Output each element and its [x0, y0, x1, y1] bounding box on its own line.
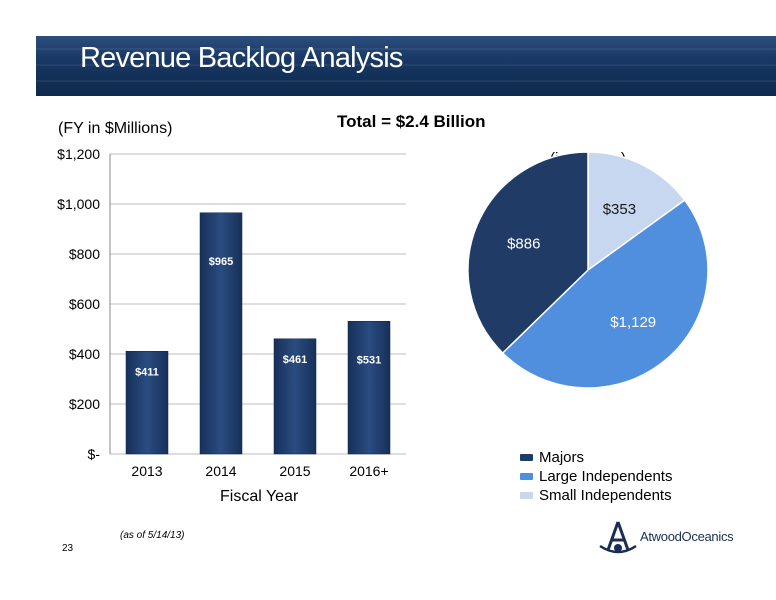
x-tick-label: 2016+: [349, 463, 388, 479]
pie-value-label-small-independents: $353: [603, 201, 636, 218]
company-logo: AtwoodOceanics: [596, 520, 736, 560]
y-tick-label: $800: [69, 246, 100, 262]
pie-value-label-large-independents: $1,129: [610, 314, 656, 331]
as-of-note: (as of 5/14/13): [120, 530, 185, 541]
legend-label-majors: Majors: [539, 449, 585, 466]
bar-2013: [125, 351, 169, 455]
legend-item-majors: Majors: [520, 448, 672, 467]
pie-legend: Majors Large Independents Small Independ…: [520, 448, 672, 505]
pie-value-label-majors: $886: [507, 236, 540, 253]
legend-item-large-independents: Large Independents: [520, 467, 672, 486]
y-tick-label: $600: [69, 296, 100, 312]
pie-slice-majors: [467, 151, 589, 355]
bar-value-label: $531: [357, 354, 381, 366]
page-number: 23: [62, 543, 74, 554]
legend-label-large-independents: Large Independents: [539, 468, 673, 485]
x-axis-title: Fiscal Year: [220, 488, 299, 505]
x-tick-label: 2015: [279, 463, 310, 479]
header-banner: Revenue Backlog Analysis: [36, 36, 776, 96]
y-tick-label: $1,200: [57, 146, 100, 162]
chart-title: Total = $2.4 Billion: [337, 112, 486, 131]
bar-2016+: [347, 321, 391, 455]
legend-item-small-independents: Small Independents: [520, 486, 672, 505]
legend-swatch-large-independents: [520, 473, 533, 480]
pie-slice-small-independents: [587, 151, 686, 272]
y-tick-label: $-: [88, 446, 101, 462]
legend-label-small-independents: Small Independents: [539, 487, 672, 504]
x-tick-label: 2013: [131, 463, 162, 479]
anchor-logo-icon: [599, 521, 637, 554]
y-tick-label: $200: [69, 396, 100, 412]
legend-swatch-small-independents: [520, 492, 533, 499]
pie-slice-large-independents: [501, 199, 709, 389]
y-tick-label: $400: [69, 346, 100, 362]
bar-value-label: $461: [283, 354, 307, 366]
legend-swatch-majors: [520, 454, 533, 461]
y-axis-unit-label: (FY in $Millions): [58, 120, 173, 137]
bar-2015: [273, 338, 317, 455]
page-title: Revenue Backlog Analysis: [80, 42, 403, 74]
y-tick-label: $1,000: [57, 196, 100, 212]
bar-value-label: $411: [135, 366, 159, 378]
bar-2014: [199, 212, 243, 455]
bar-value-label: $965: [209, 256, 233, 268]
logo-text: AtwoodOceanics: [640, 529, 734, 544]
x-tick-label: 2014: [205, 463, 236, 479]
